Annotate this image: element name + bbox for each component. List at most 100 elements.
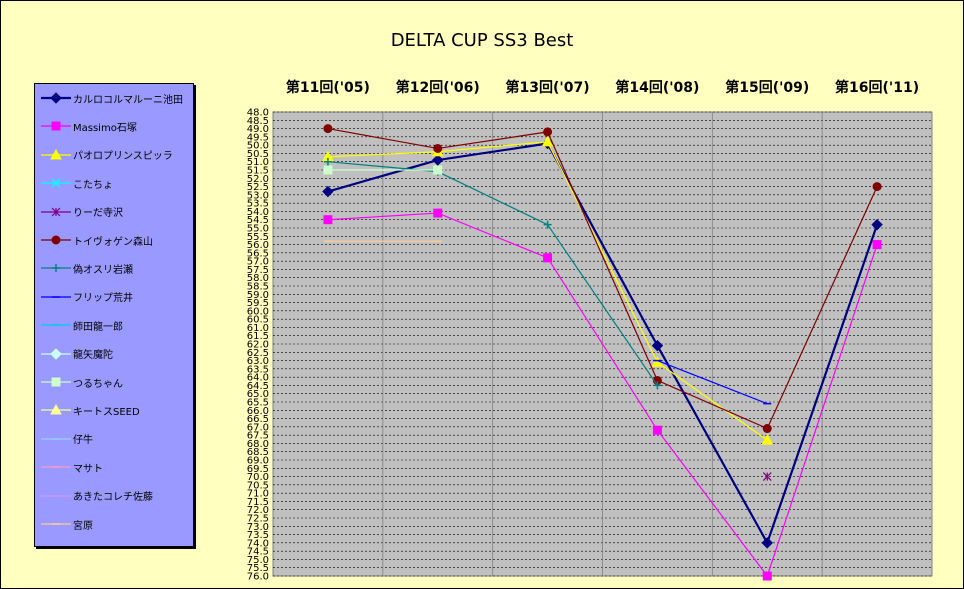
series-line xyxy=(327,127,438,150)
data-marker xyxy=(762,571,772,581)
y-tick-label: 48.5 xyxy=(247,116,269,127)
legend-swatch xyxy=(41,377,71,387)
series-line xyxy=(547,257,658,431)
x-category-label: 第15回('09) xyxy=(725,79,809,96)
data-marker xyxy=(541,135,554,147)
series-line xyxy=(657,361,768,441)
legend-swatch xyxy=(41,207,71,217)
legend-item: 仔牛 xyxy=(41,432,93,446)
legend-item: 偽オスリ岩瀬 xyxy=(41,261,133,276)
legend-label: キートスSEED xyxy=(73,406,140,418)
data-marker xyxy=(50,404,62,415)
legend-swatch xyxy=(41,404,71,415)
y-tick-label: 67.0 xyxy=(247,422,269,433)
y-tick-label: 58.5 xyxy=(247,282,269,293)
legend-label: こたちょ xyxy=(73,179,113,191)
series-line xyxy=(437,212,548,259)
data-marker xyxy=(433,165,443,175)
x-category-label: 第13回('07) xyxy=(506,79,590,96)
y-tick-label: 52.5 xyxy=(247,182,269,193)
y-tick-label: 68.5 xyxy=(247,447,269,458)
legend-swatch xyxy=(41,92,71,104)
legend-label: カルロコルマルーニ池田 xyxy=(73,94,183,106)
data-marker xyxy=(51,178,61,188)
y-tick-label: 70.0 xyxy=(247,472,269,483)
y-tick-label: 51.0 xyxy=(247,157,269,168)
y-tick-label: 65.5 xyxy=(247,398,269,409)
data-marker xyxy=(51,121,61,131)
data-marker xyxy=(323,157,332,166)
y-tick-label: 71.5 xyxy=(247,497,269,508)
legend-label: マサト xyxy=(73,463,103,475)
y-tick-label: 64.0 xyxy=(247,373,269,384)
series-line xyxy=(657,379,768,430)
data-marker xyxy=(322,185,334,198)
y-tick-label: 54.5 xyxy=(247,215,269,226)
series-line xyxy=(766,186,878,429)
y-tick-label: 74.0 xyxy=(247,538,269,549)
y-tick-label: 72.5 xyxy=(247,514,269,525)
legend-swatch xyxy=(41,296,71,298)
data-marker xyxy=(761,537,773,549)
data-marker xyxy=(323,215,333,225)
y-tick-label: 60.5 xyxy=(247,315,269,326)
series-group xyxy=(322,124,883,581)
y-tick-label: 62.5 xyxy=(247,348,269,359)
y-tick-label: 49.5 xyxy=(247,132,269,143)
data-marker xyxy=(432,154,444,166)
legend-item: フリップ荒井 xyxy=(41,290,133,304)
y-tick-label: 55.0 xyxy=(247,224,269,235)
data-marker xyxy=(51,377,61,387)
series-line xyxy=(547,224,658,386)
legend-label: 仔牛 xyxy=(73,435,93,447)
data-marker xyxy=(52,264,60,273)
y-tick-label: 56.5 xyxy=(247,248,269,259)
x-category-label: 第11回('05) xyxy=(286,79,370,96)
y-tick-label: 55.5 xyxy=(247,232,269,243)
legend-swatch xyxy=(41,523,71,525)
data-marker xyxy=(762,424,772,434)
data-marker xyxy=(651,339,664,352)
y-tick-label: 65.0 xyxy=(247,389,269,400)
y-tick-label: 73.0 xyxy=(247,522,269,533)
legend-swatch xyxy=(41,178,71,188)
series-line xyxy=(547,131,658,381)
legend-label: りーだ寺沢 xyxy=(73,208,123,220)
legend-swatch xyxy=(41,347,71,360)
y-tick-label: 50.5 xyxy=(247,149,269,160)
y-tick-label: 69.0 xyxy=(247,456,269,467)
y-tick-label: 53.0 xyxy=(247,190,269,201)
y-tick-label: 52.0 xyxy=(247,174,269,185)
y-tick-label: 68.0 xyxy=(247,439,269,450)
data-marker xyxy=(653,381,662,390)
series-line xyxy=(437,171,548,226)
y-tick-label: 69.5 xyxy=(247,464,269,475)
y-tick-label: 51.5 xyxy=(247,166,269,177)
legend-item: あきたコレチ佐藤 xyxy=(41,489,153,503)
data-marker xyxy=(323,124,333,134)
series-line xyxy=(327,212,438,221)
data-marker xyxy=(652,425,662,435)
series-line xyxy=(766,244,878,577)
legend-swatch xyxy=(41,466,71,468)
legend-item: キートスSEED xyxy=(41,403,140,418)
series-line xyxy=(437,131,548,150)
data-marker xyxy=(543,253,553,263)
data-marker xyxy=(50,347,62,360)
y-tick-label: 57.5 xyxy=(247,265,269,276)
y-tick-label: 61.0 xyxy=(247,323,269,334)
x-category-label: 第14回('08) xyxy=(615,79,699,96)
data-marker xyxy=(323,165,333,175)
legend-item: マサト xyxy=(41,460,103,475)
data-marker xyxy=(433,208,443,218)
data-marker xyxy=(871,218,883,231)
y-tick-label: 59.0 xyxy=(247,290,269,301)
y-tick-label: 67.5 xyxy=(247,431,269,442)
legend-swatch xyxy=(41,324,71,326)
legend-label: つるちゃん xyxy=(73,378,123,390)
series-line xyxy=(766,224,879,544)
legend-item: カルロコルマルーニ池田 xyxy=(41,91,183,106)
data-marker xyxy=(50,148,62,160)
legend-label: フリップ荒井 xyxy=(73,293,133,305)
